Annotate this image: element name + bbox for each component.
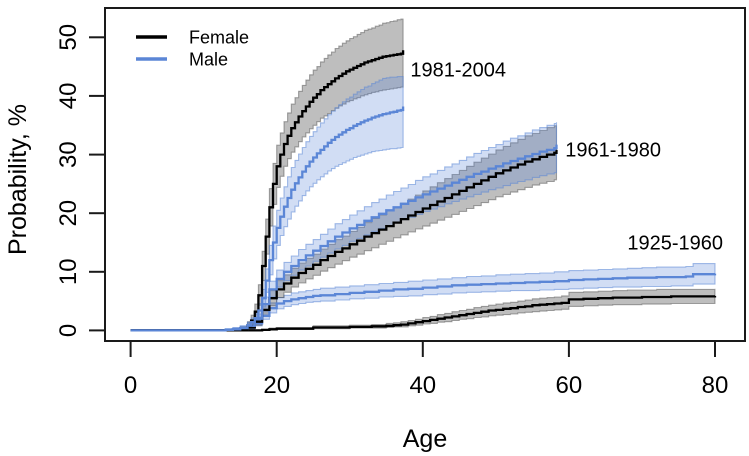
legend-female-label: Female (189, 28, 249, 48)
y-axis-title: Probability, % (4, 104, 32, 255)
curve-female-1981-2004 (130, 50, 405, 332)
y-axis-tick-label: 20 (55, 200, 82, 227)
x-axis-tick-label: 80 (702, 372, 729, 399)
y-axis-tick-label: 10 (55, 258, 82, 285)
curve-female-1925-1960 (130, 295, 717, 332)
confidence-band-male-1961-1980 (130, 122, 558, 331)
curve-male-1961-1980 (130, 144, 558, 332)
y-axis-tick-label: 0 (55, 324, 82, 337)
y-axis-tick-label: 40 (55, 83, 82, 110)
cohort-label-1961-1980: 1961-1980 (565, 139, 661, 161)
curve-male-1981-2004 (130, 106, 405, 332)
plot-frame (104, 7, 746, 342)
y-axis-tick-label: 50 (55, 24, 82, 51)
legend-male-label: Male (189, 50, 228, 70)
x-axis-tick-label: 60 (556, 372, 583, 399)
curve-male-1925-1960 (130, 273, 717, 332)
curve-female-1961-1980 (130, 149, 558, 332)
x-axis-tick-label: 20 (263, 372, 290, 399)
cohort-label-1981-2004: 1981-2004 (410, 60, 506, 82)
y-axis-tick-label: 30 (55, 141, 82, 168)
cohort-label-1925-1960: 1925-1960 (627, 233, 723, 255)
x-axis-title: Age (403, 425, 447, 453)
x-axis-tick-label: 0 (124, 372, 137, 399)
confidence-band-female-1981-2004 (130, 18, 404, 331)
x-axis-tick-label: 40 (409, 372, 436, 399)
